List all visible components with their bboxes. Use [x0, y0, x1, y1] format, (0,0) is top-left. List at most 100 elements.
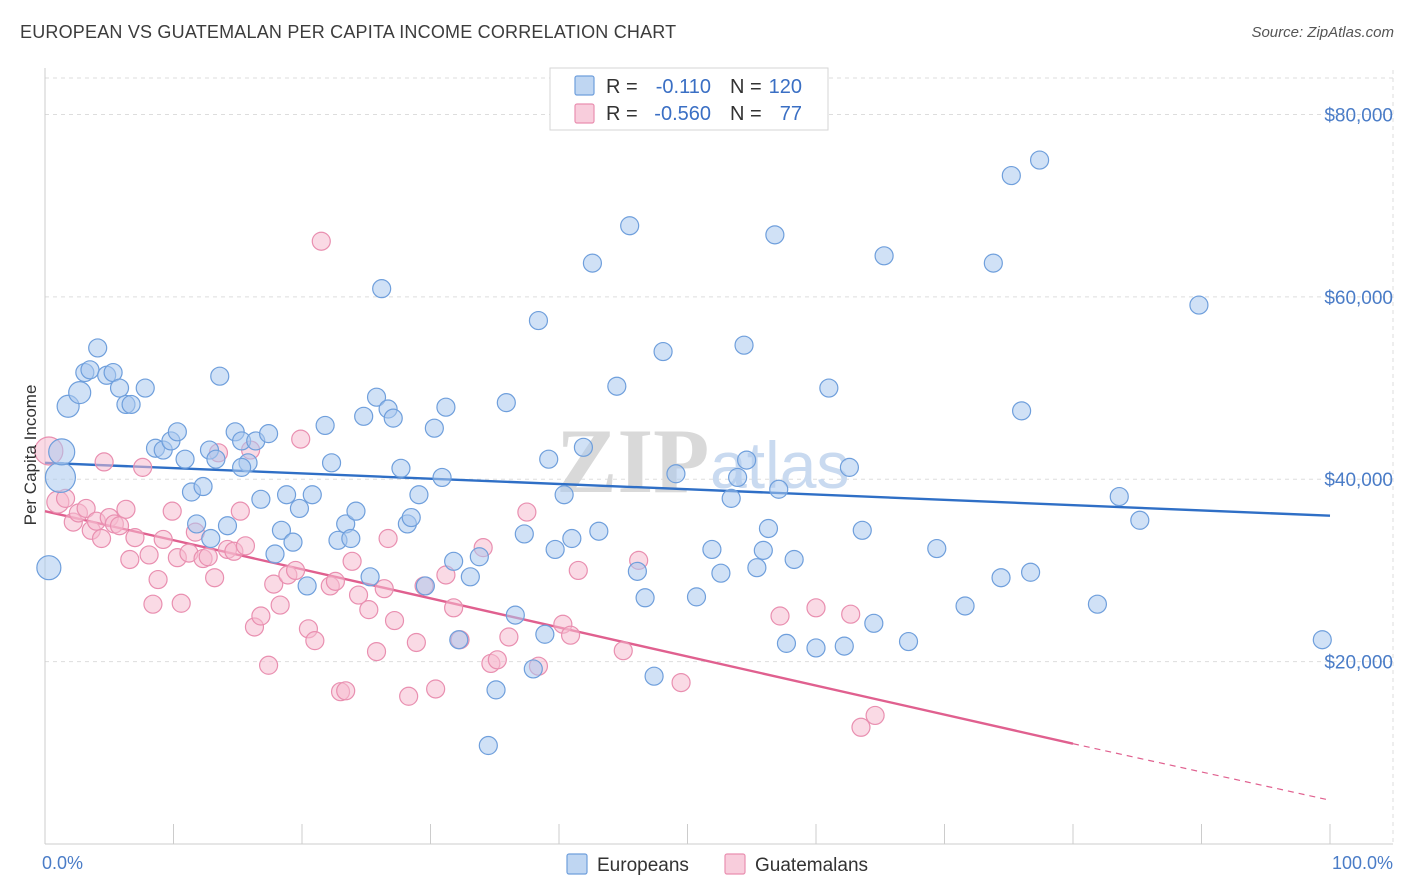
points-europeans: [36, 150, 1332, 756]
point-europeans-6: [80, 360, 100, 380]
point-europeans-91: [728, 467, 748, 488]
point-europeans-63: [460, 567, 480, 587]
point-europeans-32: [251, 489, 271, 509]
point-europeans-115: [1020, 562, 1041, 582]
point-europeans-120: [1189, 295, 1209, 315]
point-guatemalans-36: [251, 606, 271, 626]
point-guatemalans-41: [285, 560, 306, 581]
point-guatemalans-71: [560, 625, 581, 645]
trend-line-europeans: [44, 461, 1331, 517]
point-europeans-73: [539, 449, 559, 469]
point-guatemalans-21: [162, 501, 182, 521]
point-europeans-62: [449, 630, 469, 650]
point-europeans-0: [36, 555, 62, 581]
point-europeans-59: [432, 467, 452, 488]
point-europeans-49: [366, 387, 387, 407]
point-europeans-50: [372, 279, 392, 299]
point-europeans-80: [607, 376, 627, 396]
point-europeans-90: [721, 488, 741, 508]
point-europeans-12: [121, 394, 141, 415]
point-guatemalans-23: [171, 593, 191, 613]
chart-title: EUROPEAN VS GUATEMALAN PER CAPITA INCOME…: [20, 22, 677, 42]
point-guatemalans-39: [270, 595, 290, 615]
point-europeans-4: [68, 381, 92, 405]
point-europeans-111: [983, 253, 1003, 273]
point-europeans-94: [747, 558, 767, 578]
watermark-zip: ZIP: [556, 410, 709, 512]
point-europeans-108: [898, 631, 919, 652]
point-guatemalans-73: [613, 641, 633, 661]
point-europeans-76: [562, 528, 582, 549]
legend-n-label-guatemalans: N =: [730, 103, 762, 125]
point-guatemalans-56: [384, 610, 405, 631]
point-europeans-98: [769, 479, 789, 499]
point-guatemalans-47: [325, 571, 346, 591]
point-europeans-40: [302, 485, 322, 505]
point-guatemalans-53: [366, 641, 387, 662]
legend-r-label-europeans: R =: [606, 76, 638, 98]
point-guatemalans-20: [153, 529, 173, 550]
point-europeans-75: [554, 485, 574, 505]
point-guatemalans-27: [198, 547, 218, 567]
legend-r-value-europeans: -0.110: [656, 76, 711, 98]
point-guatemalans-13: [116, 499, 136, 519]
point-europeans-119: [1130, 510, 1150, 530]
point-guatemalans-72: [568, 560, 588, 581]
point-guatemalans-49: [336, 681, 356, 701]
point-guatemalans-8: [91, 528, 112, 549]
point-europeans-69: [514, 524, 534, 544]
point-europeans-36: [276, 485, 297, 505]
point-europeans-24: [201, 528, 221, 549]
point-europeans-105: [852, 520, 872, 540]
point-guatemalans-62: [444, 598, 464, 618]
point-guatemalans-37: [258, 655, 279, 675]
bottom-legend: Europeans Guatemalans: [566, 853, 868, 876]
legend-swatch-europeans: [574, 75, 595, 96]
point-guatemalans-77: [806, 598, 826, 618]
point-europeans-79: [589, 521, 609, 541]
point-europeans-61: [444, 551, 464, 571]
y-tick-label-3: $80,000: [1324, 105, 1393, 126]
point-guatemalans-80: [865, 705, 885, 726]
point-europeans-88: [702, 539, 722, 560]
x-tick-label-max: 100.0%: [1332, 853, 1393, 873]
point-europeans-82: [627, 561, 647, 581]
point-guatemalans-32: [230, 501, 250, 521]
point-europeans-70: [523, 659, 543, 679]
point-guatemalans-79: [851, 717, 871, 737]
point-europeans-121: [1312, 630, 1332, 650]
point-europeans-21: [193, 476, 213, 497]
point-guatemalans-42: [291, 429, 311, 449]
point-guatemalans-28: [205, 568, 225, 588]
y-axis-label: Per Capita Income: [21, 385, 40, 526]
point-europeans-20: [187, 514, 207, 534]
point-europeans-33: [258, 424, 279, 444]
point-europeans-114: [1011, 401, 1032, 421]
point-europeans-117: [1087, 594, 1108, 614]
bottom-legend-swatch-europeans: [566, 853, 588, 875]
bottom-legend-swatch-guatemalans: [724, 853, 746, 875]
point-europeans-109: [927, 538, 947, 559]
point-europeans-52: [383, 408, 403, 428]
point-europeans-48: [360, 567, 380, 587]
point-guatemalans-76: [770, 606, 790, 626]
point-europeans-46: [346, 501, 366, 521]
point-europeans-96: [758, 518, 779, 539]
point-europeans-110: [955, 596, 975, 616]
point-europeans-77: [573, 437, 594, 457]
point-guatemalans-58: [406, 632, 426, 653]
point-europeans-103: [834, 636, 854, 656]
point-europeans-99: [776, 633, 797, 653]
point-guatemalans-38: [264, 574, 284, 594]
point-europeans-2: [48, 438, 76, 466]
point-europeans-57: [415, 576, 435, 596]
point-europeans-34: [265, 544, 285, 564]
point-europeans-113: [1001, 165, 1021, 186]
point-europeans-35: [271, 520, 292, 540]
grid-lines: [45, 70, 1394, 844]
point-europeans-93: [737, 450, 757, 470]
point-europeans-39: [297, 576, 317, 596]
point-guatemalans-14: [120, 549, 140, 570]
point-europeans-112: [991, 568, 1011, 588]
